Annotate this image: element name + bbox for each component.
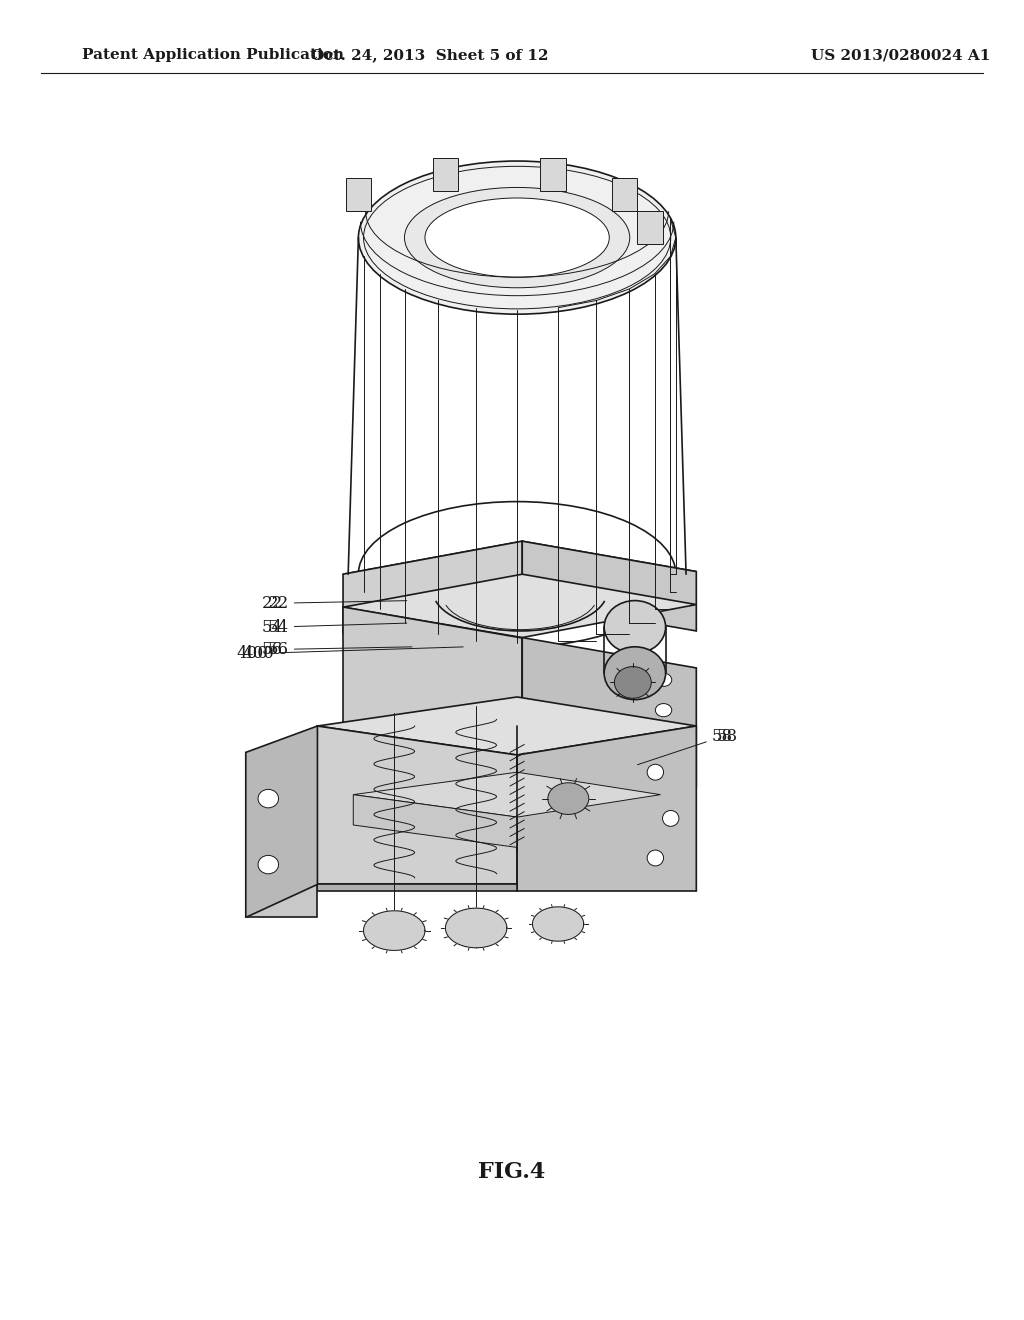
FancyBboxPatch shape xyxy=(345,178,371,211)
Polygon shape xyxy=(343,607,522,726)
Polygon shape xyxy=(343,541,696,605)
Ellipse shape xyxy=(604,601,666,653)
Ellipse shape xyxy=(258,789,279,808)
Ellipse shape xyxy=(404,187,630,288)
Ellipse shape xyxy=(258,855,279,874)
Polygon shape xyxy=(317,697,696,755)
Text: FIG.4: FIG.4 xyxy=(478,1162,546,1183)
Ellipse shape xyxy=(663,810,679,826)
Text: 400: 400 xyxy=(237,645,268,661)
Polygon shape xyxy=(364,911,425,950)
Polygon shape xyxy=(445,908,507,948)
Polygon shape xyxy=(246,726,317,917)
Text: 56: 56 xyxy=(267,642,412,657)
Polygon shape xyxy=(517,726,696,891)
Polygon shape xyxy=(343,726,522,756)
Text: 58: 58 xyxy=(717,729,738,744)
Polygon shape xyxy=(353,795,517,847)
Ellipse shape xyxy=(647,764,664,780)
Ellipse shape xyxy=(655,673,672,686)
Ellipse shape xyxy=(548,783,589,814)
Text: 54: 54 xyxy=(267,619,407,635)
Text: 400: 400 xyxy=(243,645,463,661)
Ellipse shape xyxy=(646,725,665,741)
Text: Oct. 24, 2013  Sheet 5 of 12: Oct. 24, 2013 Sheet 5 of 12 xyxy=(311,49,549,62)
Ellipse shape xyxy=(358,161,676,314)
Polygon shape xyxy=(353,772,660,817)
Text: US 2013/0280024 A1: US 2013/0280024 A1 xyxy=(811,49,991,62)
FancyBboxPatch shape xyxy=(612,178,637,211)
Text: 58: 58 xyxy=(638,729,733,764)
Text: 56: 56 xyxy=(261,642,283,657)
Ellipse shape xyxy=(655,704,672,717)
Polygon shape xyxy=(343,574,696,638)
FancyBboxPatch shape xyxy=(637,211,664,244)
Ellipse shape xyxy=(425,198,609,277)
Text: 54: 54 xyxy=(261,619,283,635)
FancyBboxPatch shape xyxy=(432,158,459,191)
Polygon shape xyxy=(246,752,317,917)
Polygon shape xyxy=(343,541,522,634)
Ellipse shape xyxy=(604,647,666,700)
Text: 22: 22 xyxy=(261,595,283,611)
Polygon shape xyxy=(317,726,517,884)
Ellipse shape xyxy=(647,850,664,866)
Text: 22: 22 xyxy=(267,595,407,611)
Polygon shape xyxy=(317,884,517,891)
FancyBboxPatch shape xyxy=(541,158,566,191)
Text: Patent Application Publication: Patent Application Publication xyxy=(82,49,344,62)
Polygon shape xyxy=(522,638,696,787)
Ellipse shape xyxy=(614,667,651,698)
Polygon shape xyxy=(532,907,584,941)
Polygon shape xyxy=(522,541,696,631)
